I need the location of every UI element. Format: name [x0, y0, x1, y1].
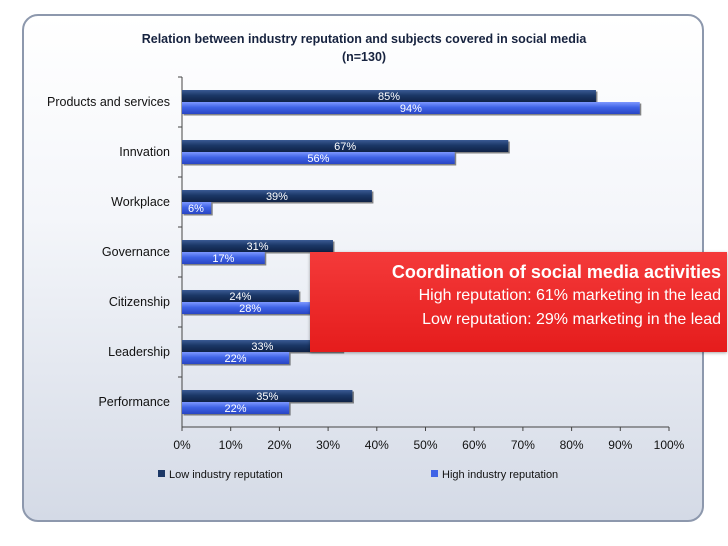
x-tick-label: 80% [560, 438, 584, 452]
category-label: Products and services [47, 95, 170, 109]
category-label: Citizenship [109, 295, 170, 309]
data-label-low: 85% [378, 91, 400, 103]
bar-low-reputation [182, 290, 299, 302]
chart-title: Relation between industry reputation and… [142, 32, 588, 46]
x-tick-label: 30% [316, 438, 340, 452]
bar-high-reputation [182, 402, 290, 414]
x-tick-label: 100% [654, 438, 685, 452]
category-label: Governance [102, 245, 170, 259]
plot-area: Products and services 85%94% Innvation 67% 5… [47, 76, 685, 452]
legend-swatch-high [431, 470, 438, 477]
bar-high-reputation [182, 102, 640, 114]
bar-high-reputation [182, 302, 319, 314]
data-label-high: 22% [225, 403, 247, 415]
x-tick-label: 90% [608, 438, 632, 452]
data-label-high: 56% [307, 153, 329, 165]
legend-label-low: Low industry reputation [169, 469, 283, 481]
data-label-low: 35% [256, 391, 278, 403]
data-label-low: 24% [229, 291, 251, 303]
bar-low-reputation [182, 240, 333, 252]
category-label: Workplace [111, 195, 170, 209]
data-label-high: 22% [225, 353, 247, 365]
legend: Low industry reputation High industry re… [158, 469, 558, 481]
callout-box: Coordination of social media activities … [310, 252, 727, 352]
x-tick-label: 60% [462, 438, 486, 452]
bar-low-reputation [182, 390, 353, 402]
x-tick-label: 50% [413, 438, 437, 452]
data-label-high: 94% [400, 103, 422, 115]
x-tick-label: 10% [219, 438, 243, 452]
bar-high-reputation [182, 202, 212, 214]
bar-low-reputation [182, 90, 596, 102]
callout-line-high: High reputation: 61% marketing in the le… [418, 287, 721, 304]
category-label: Performance [98, 395, 170, 409]
category-label: Leadership [108, 345, 170, 359]
x-tick-label: 0% [173, 438, 191, 452]
data-label-low: 39% [266, 191, 288, 203]
callout-heading: Coordination of social media activities [391, 262, 721, 282]
bar-high-reputation [182, 352, 290, 364]
data-label-high: 6% [188, 203, 204, 215]
category-label: Innvation [119, 145, 170, 159]
x-tick-label: 20% [267, 438, 291, 452]
bar-low-reputation [182, 190, 372, 202]
chart-subtitle: (n=130) [342, 50, 386, 64]
legend-label-high: High industry reputation [442, 469, 558, 481]
data-label-high: 17% [212, 253, 234, 265]
legend-swatch-low [158, 470, 165, 477]
bar-low-reputation [182, 140, 509, 152]
x-tick-label: 70% [511, 438, 535, 452]
data-label-low: 33% [251, 341, 273, 353]
data-label-low: 67% [334, 141, 356, 153]
bar-high-reputation [182, 152, 455, 164]
bar-high-reputation [182, 252, 265, 264]
bar-low-reputation [182, 340, 343, 352]
data-label-high: 28% [239, 303, 261, 315]
data-label-low: 31% [246, 241, 268, 253]
x-tick-label: 40% [365, 438, 389, 452]
callout-line-low: Low reputation: 29% marketing in the lea… [422, 311, 721, 328]
